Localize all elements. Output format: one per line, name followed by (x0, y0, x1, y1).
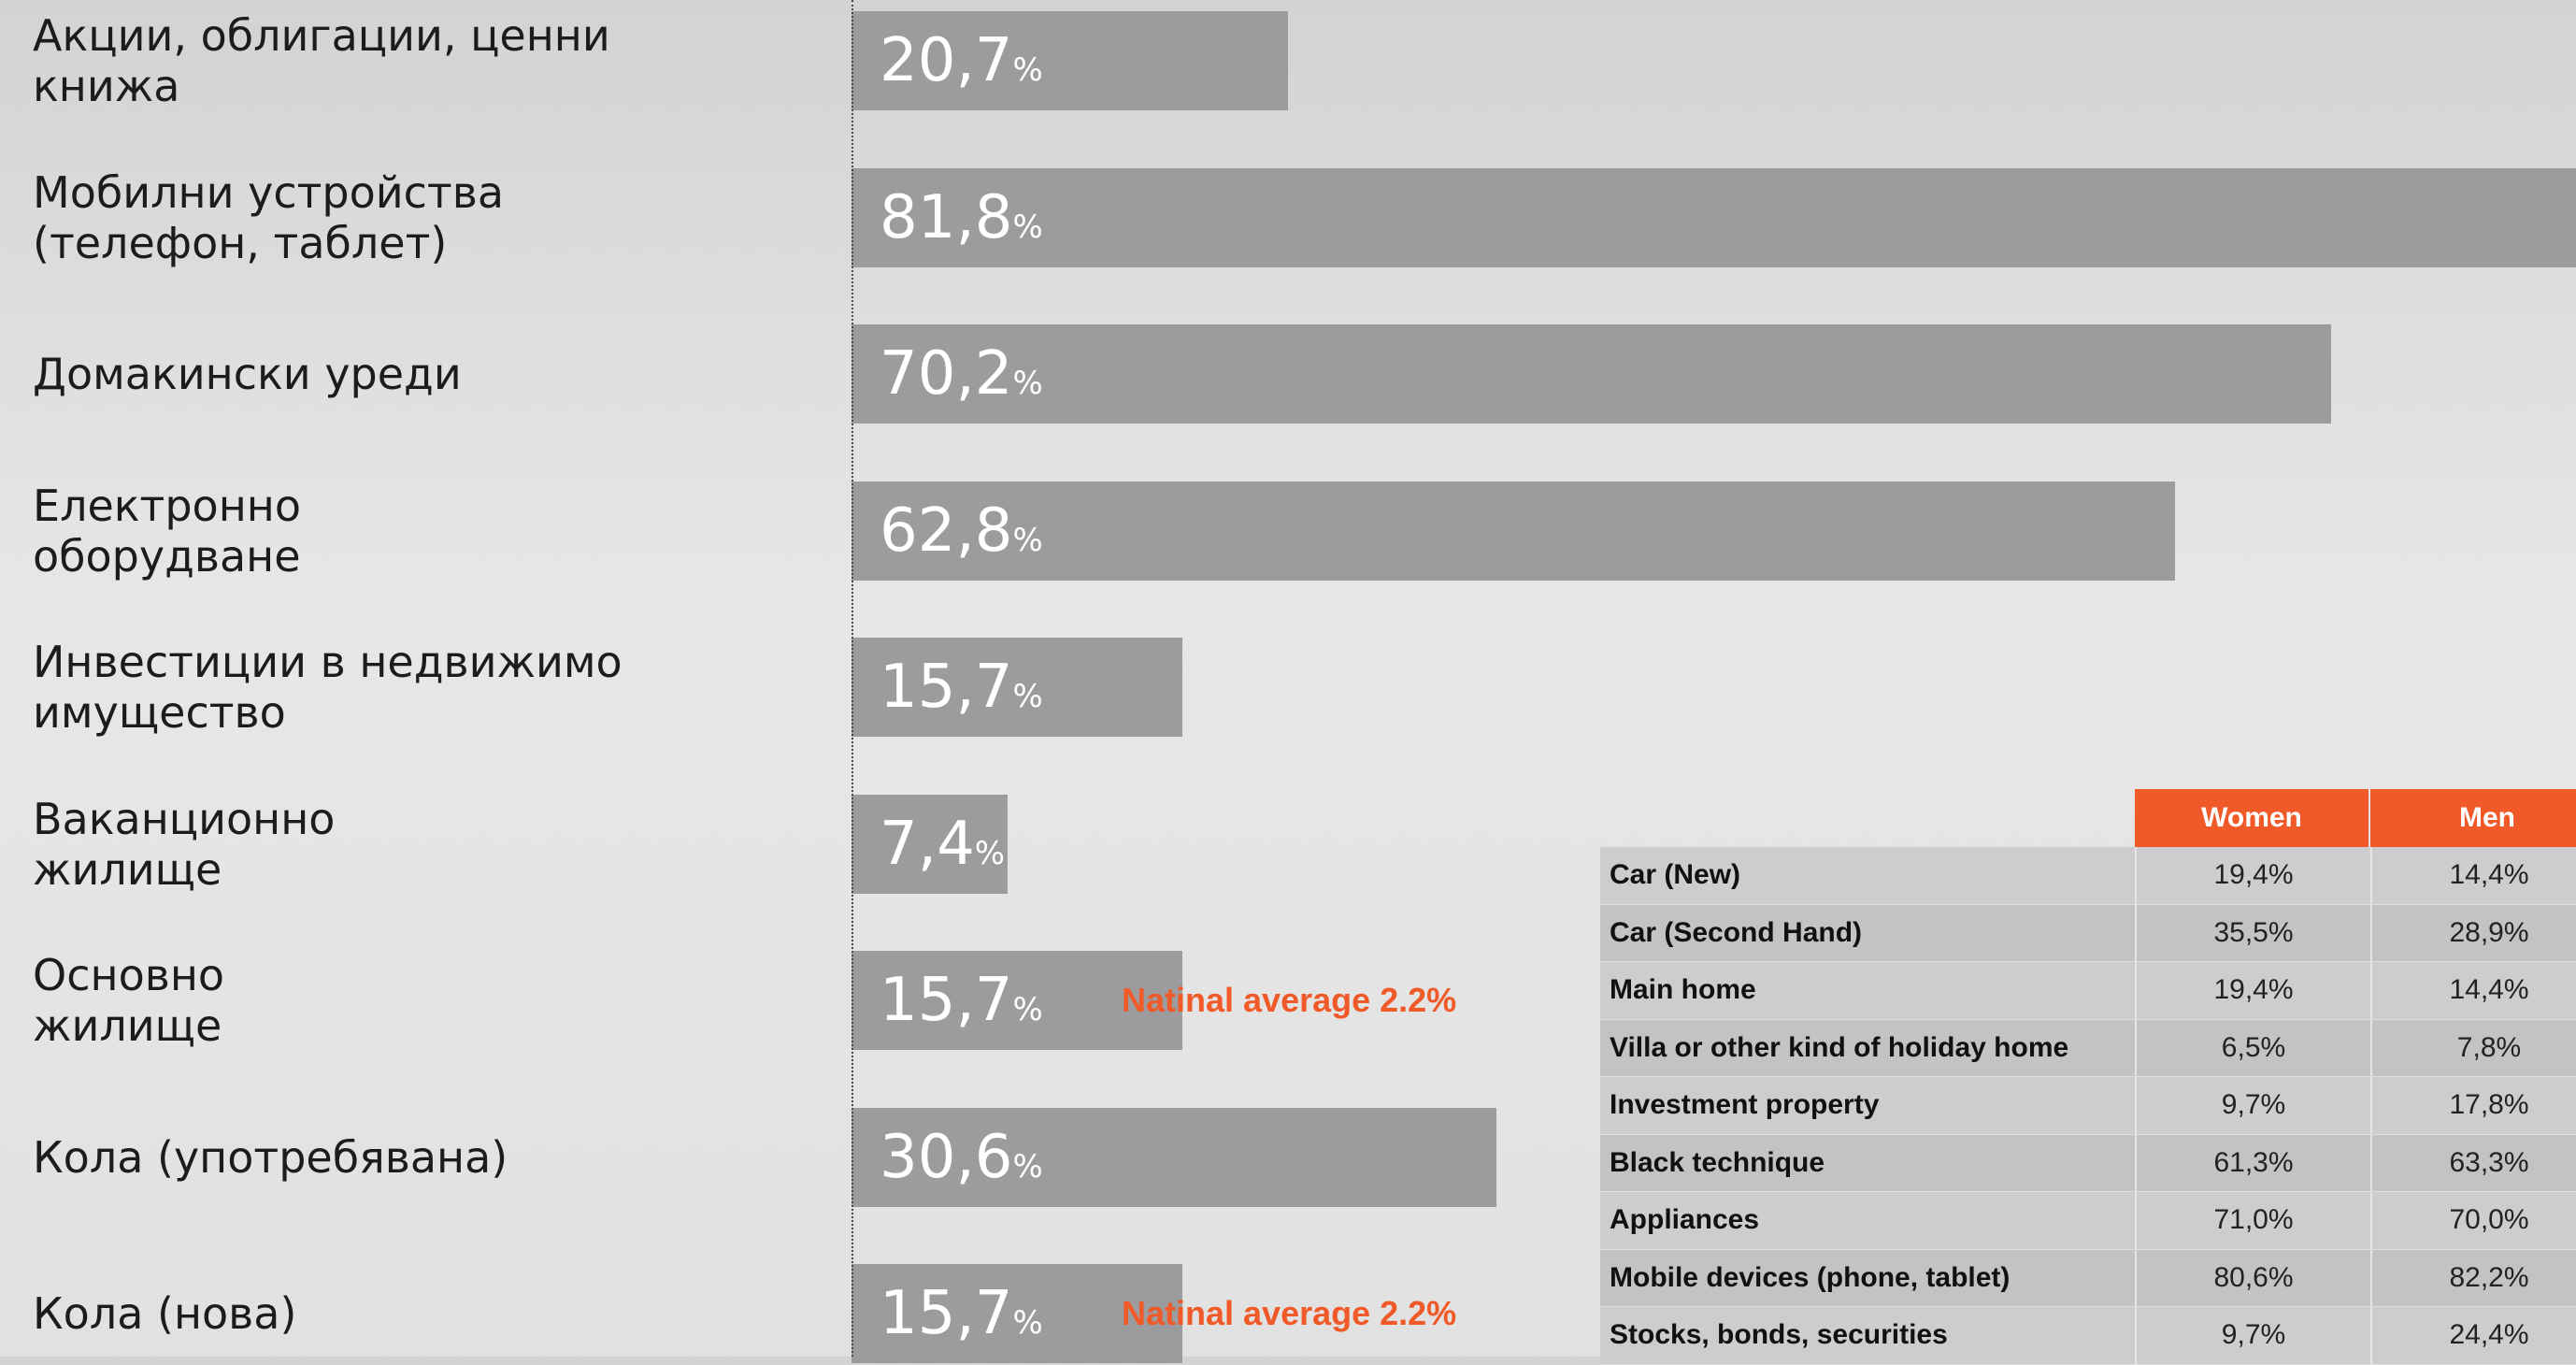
men-value: 7,8% (2370, 1019, 2576, 1076)
row-label: Car (Second Hand) (1610, 916, 1863, 948)
table-row: Car (New) 19,4% 14,4% (1600, 847, 2576, 905)
bar-value-label: 30,6% (880, 1122, 1043, 1192)
table-header-men: Men (2370, 789, 2576, 847)
row-label: Main home (1610, 974, 1756, 1005)
category-label: Инвестиции в недвижимо имущество (33, 637, 623, 738)
category-label: Кола (употребявана) (33, 1131, 508, 1183)
table-row: Car (Second Hand) 35,5% 28,9% (1600, 904, 2576, 962)
row-label: Mobile devices (phone, tablet) (1610, 1261, 2011, 1293)
women-value: 61,3% (2135, 1134, 2370, 1191)
row-label: Villa or other kind of holiday home (1610, 1031, 2069, 1063)
table-row: Investment property 9,7% 17,8% (1600, 1077, 2576, 1135)
category-label: Мобилни устройства (телефон, таблет) (33, 166, 505, 268)
category-label: Кола (нова) (33, 1288, 297, 1339)
men-value: 82,2% (2370, 1249, 2576, 1306)
women-value: 71,0% (2135, 1192, 2370, 1249)
men-value: 14,4% (2370, 962, 2576, 1019)
women-value: 80,6% (2135, 1249, 2370, 1306)
bar-value-label: 15,7% (880, 966, 1043, 1035)
bar-value-label: 70,2% (880, 339, 1043, 409)
women-value: 19,4% (2135, 847, 2370, 904)
national-average-annotation: Natinal average 2.2% (1122, 1294, 1457, 1332)
men-value: 70,0% (2370, 1192, 2576, 1249)
category-label: Домакински уреди (33, 349, 462, 399)
women-value: 9,7% (2135, 1077, 2370, 1134)
men-value: 63,3% (2370, 1134, 2576, 1191)
table-row: Villa or other kind of holiday home 6,5% 7… (1600, 1019, 2576, 1077)
bar: 15,7% (852, 1264, 1183, 1363)
row-label: Car (New) (1610, 859, 1741, 890)
bar: 81,8% (852, 167, 2576, 267)
women-value: 35,5% (2135, 904, 2370, 961)
bar-value-label: 15,7% (880, 653, 1043, 722)
axis-line (852, 0, 853, 1357)
category-label: Ваканционно жилище (33, 793, 336, 895)
men-value: 28,9% (2370, 904, 2576, 961)
row-label: Black technique (1610, 1146, 1825, 1178)
row-label: Stocks, bonds, securities (1610, 1319, 1948, 1350)
category-label: Електронно оборудване (33, 480, 301, 582)
gender-comparison-table: Women Men Car (New) 19,4% 14,4% Car (Second… (1600, 789, 2576, 1365)
row-label: Appliances (1610, 1204, 1760, 1235)
women-value: 19,4% (2135, 962, 2370, 1019)
category-label: Основно жилище (33, 950, 225, 1051)
bar: 15,7% (852, 951, 1183, 1050)
men-value: 17,8% (2370, 1077, 2576, 1134)
bar-value-label: 15,7% (880, 1279, 1043, 1348)
table-row: Appliances 71,0% 70,0% (1600, 1192, 2576, 1250)
table-header-row: Women Men (1600, 789, 2576, 847)
table-row: Stocks, bonds, securities 9,7% 24,4% (1600, 1307, 2576, 1365)
bar-value-label: 20,7% (880, 26, 1043, 95)
table-row: Mobile devices (phone, tablet) 80,6% 82,2% (1600, 1249, 2576, 1307)
bar-value-label: 62,8% (880, 496, 1043, 566)
men-value: 24,4% (2370, 1307, 2576, 1364)
bar: 15,7% (852, 638, 1183, 737)
bar-value-label: 81,8% (880, 182, 1043, 252)
bar-value-label: 7,4% (880, 809, 1006, 879)
table-header-women: Women (2135, 789, 2368, 847)
table-body: Car (New) 19,4% 14,4% Car (Second Hand) 35,5… (1600, 847, 2576, 1365)
category-label: Акции, облигации, ценни книжа (33, 10, 610, 111)
bar: 62,8% (852, 481, 2176, 581)
table-row: Main home 19,4% 14,4% (1600, 962, 2576, 1020)
women-value: 9,7% (2135, 1307, 2370, 1364)
bar: 30,6% (852, 1107, 1497, 1207)
bar: 70,2% (852, 324, 2332, 424)
row-label: Investment property (1610, 1089, 1880, 1120)
national-average-annotation: Natinal average 2.2% (1122, 981, 1457, 1019)
bar: 20,7% (852, 11, 1288, 110)
table-row: Black technique 61,3% 63,3% (1600, 1134, 2576, 1192)
women-value: 6,5% (2135, 1019, 2370, 1076)
bar: 7,4% (852, 794, 1008, 894)
men-value: 14,4% (2370, 847, 2576, 904)
